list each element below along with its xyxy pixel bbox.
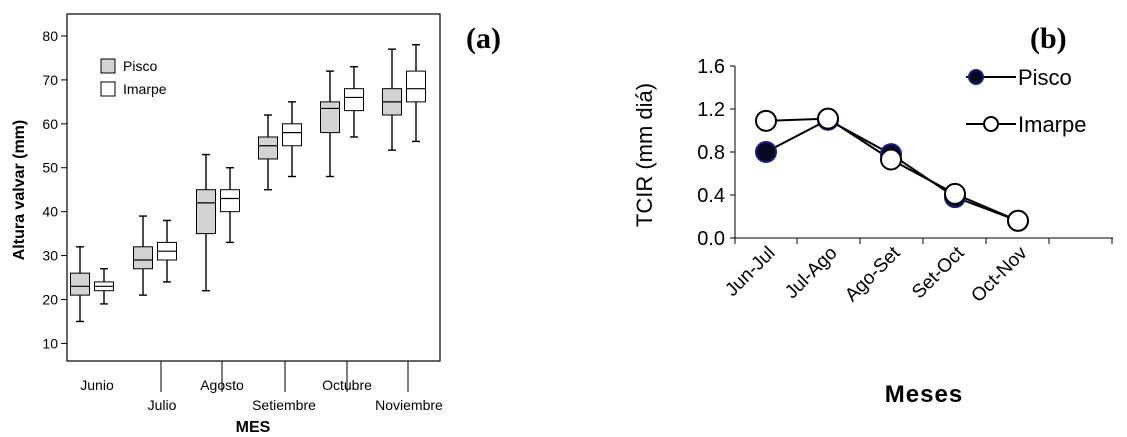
legend-label-pisco: Pisco	[123, 58, 157, 74]
y-tick-label: 70	[42, 72, 58, 88]
panel-a-plot-frame	[66, 13, 441, 362]
y-tick-label: 0.8	[697, 142, 725, 164]
y-tick-label: 30	[42, 248, 58, 264]
y-tick-label: 1.6	[697, 56, 725, 78]
box-iqr	[320, 101, 340, 134]
panel-b-label: (b)	[1030, 22, 1067, 55]
point-imarpe	[817, 107, 839, 130]
point-imarpe	[944, 182, 966, 205]
y-tick-label: 40	[42, 204, 58, 220]
box-pisco-agosto	[196, 153, 216, 292]
box-iqr	[196, 189, 216, 235]
y-tick-label: 0.0	[697, 228, 725, 250]
x-tick-label: Ago-Set	[841, 242, 905, 306]
y-tick-label: 20	[42, 292, 58, 308]
panel-a-y-axis: 10 20 30 40 50 60 70 80	[42, 28, 67, 351]
box-pisco-octubre	[320, 70, 340, 178]
y-tick-label: 60	[42, 116, 58, 132]
x-tick-label: Agosto	[200, 377, 244, 393]
y-tick-label: 50	[42, 160, 58, 176]
box-iqr	[258, 136, 278, 160]
x-tick-label: Set-Oct	[908, 242, 969, 303]
x-tick-label: Junio	[80, 377, 114, 393]
panel-b-series	[755, 107, 1029, 232]
panel-a-x-axis: Junio Julio Agosto Setiembre OctubreNoviembr…	[80, 361, 443, 413]
x-tick-label: Jun-Jul	[721, 243, 779, 301]
panel-a-boxplot: 10 20 30 40 50 60 70 80 Junio Julio Agosto Setiemb…	[11, 13, 501, 436]
panel-a-legend: Pisco Imarpe	[100, 58, 167, 97]
box-iqr	[406, 70, 426, 103]
legend-marker-imarpe	[983, 116, 999, 132]
x-tick-label: Julio	[148, 397, 177, 413]
box-imarpe-setiembre	[282, 101, 302, 178]
box-pisco-julio	[133, 215, 153, 296]
x-tick-label: Oct-Nov	[967, 242, 1031, 306]
box-iqr	[344, 88, 364, 112]
point-imarpe	[1007, 209, 1029, 232]
y-tick-label: 10	[42, 335, 58, 351]
panel-b-linechart: 0.0 0.4 0.8 1.2 1.6 Jun-Jul Jul-Ago Ago-Set Set…	[632, 22, 1113, 408]
panel-a-y-axis-label: Altura valvar (mm)	[11, 120, 28, 261]
legend-swatch-imarpe	[100, 81, 116, 97]
box-pisco-noviembre	[382, 48, 402, 151]
box-iqr	[70, 272, 90, 296]
legend-marker-pisco	[968, 69, 984, 85]
legend-label-imarpe: Imarpe	[123, 81, 167, 97]
box-iqr	[220, 189, 240, 213]
box-imarpe-octubre	[344, 66, 364, 138]
panel-a-x-axis-label: MES	[236, 419, 271, 436]
y-tick-label: 80	[42, 28, 58, 44]
legend-label-imarpe: Imarpe	[1018, 112, 1086, 137]
x-tick-label: Setiembre	[252, 397, 316, 413]
x-tick-label: Octubre	[322, 377, 372, 393]
legend-label-pisco: Pisco	[1018, 65, 1072, 90]
y-tick-label: 1.2	[697, 99, 725, 121]
x-tick-label: Noviembre	[375, 397, 443, 413]
box-pisco-junio	[70, 246, 90, 323]
box-imarpe-noviembre	[406, 44, 426, 143]
box-iqr	[282, 123, 302, 147]
panel-b-x-axis-label: Meses	[885, 381, 963, 408]
panel-a-label: (a)	[466, 22, 501, 55]
box-imarpe-junio	[94, 268, 114, 305]
legend-swatch-pisco	[100, 58, 116, 74]
box-imarpe-julio	[157, 219, 177, 283]
x-tick-label: Jul-Ago	[781, 243, 841, 303]
box-pisco-setiembre	[258, 114, 278, 191]
y-tick-label: 0.4	[697, 185, 725, 207]
panel-b-y-axis-label: TCIR (mm diá)	[632, 83, 657, 227]
box-imarpe-agosto	[220, 167, 240, 244]
point-imarpe	[880, 148, 902, 171]
point-imarpe	[755, 109, 777, 132]
point-pisco	[755, 141, 777, 163]
panel-b-legend: Pisco Imarpe	[966, 65, 1086, 137]
box-iqr	[133, 246, 153, 270]
panel-b-y-axis: 0.0 0.4 0.8 1.2 1.6	[697, 56, 735, 250]
panel-a-boxes	[70, 44, 426, 323]
